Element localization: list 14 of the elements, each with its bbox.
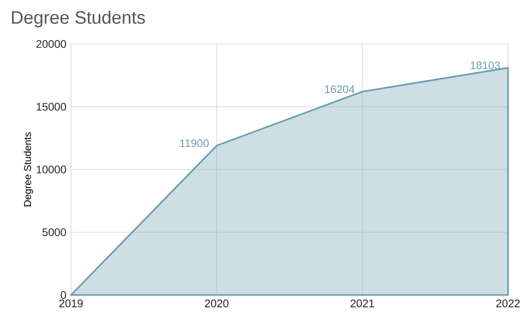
data-label: 18103 (470, 61, 500, 70)
y-tick-label: 20000 (36, 40, 66, 48)
x-tick-label: 2019 (59, 300, 83, 308)
y-tick-label: 0 (60, 291, 66, 299)
data-label: 11900 (180, 139, 209, 148)
x-tick-label: 2020 (204, 300, 228, 308)
y-tick-label: 5000 (42, 228, 66, 236)
chart-title: Degree Students (12, 10, 145, 28)
y-axis-title: Degree Students (24, 132, 34, 206)
x-tick-label: 2021 (350, 300, 374, 308)
y-tick-label: 15000 (36, 102, 66, 111)
y-tick-label: 10000 (36, 166, 66, 174)
data-label: 16204 (325, 85, 354, 94)
x-tick-label: 2022 (496, 300, 520, 308)
